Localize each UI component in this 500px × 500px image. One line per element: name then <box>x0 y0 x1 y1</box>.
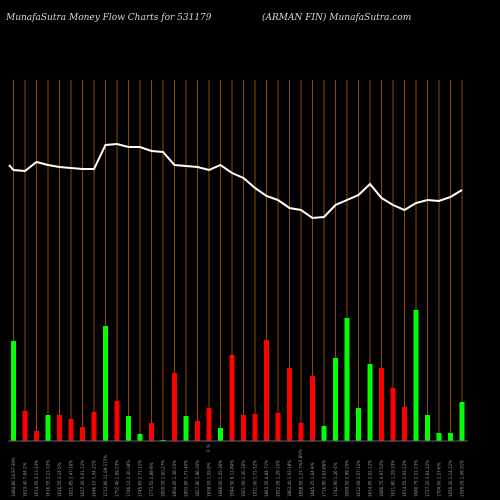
x-tick-label: 1666.75 0.97-52% <box>379 460 384 497</box>
bar <box>459 402 465 441</box>
x-tick-label: 1742.90 1.26-4% <box>333 462 338 497</box>
bar <box>149 423 154 441</box>
x-tick-label: 1822.05 1.29-10% <box>276 460 281 497</box>
bar <box>264 340 269 441</box>
x-tick-label: 1621.85 3.47-16% <box>69 460 74 497</box>
bar <box>436 433 442 441</box>
bar <box>195 421 200 441</box>
bar <box>402 407 407 441</box>
bar <box>390 388 396 441</box>
x-tick-label: 1716.90 3.63-86% <box>322 460 327 497</box>
bar <box>206 408 212 441</box>
x-tick-label: 1713.80 11.89-172% <box>103 455 108 497</box>
bar <box>275 413 281 441</box>
bar <box>229 355 235 441</box>
x-tick-label: 1800.00 1.60-27% <box>161 460 166 497</box>
bar <box>310 376 315 441</box>
x-tick-label: 1863.35 4.84-71% <box>264 460 269 497</box>
x-tick-label: 1804.45 1.38-25% <box>172 460 177 497</box>
x-tick-label: 1595.05 1.09-31% <box>460 460 465 497</box>
x-tick-label: 1803.90 1.71-40% <box>184 460 189 497</box>
bar <box>34 431 39 441</box>
bar <box>356 408 361 441</box>
bar <box>126 416 131 441</box>
bar <box>103 326 108 441</box>
x-tick-label: 1727.20 3.64-22% <box>425 460 430 497</box>
side-label: 0.89% <box>298 449 303 462</box>
bar <box>298 423 304 441</box>
bar <box>379 368 384 441</box>
x-tick-label: 1614.95 3.13-13% <box>34 460 39 497</box>
x-tick-label: 1944.50 6.12-84% <box>230 460 235 497</box>
x-tick-label: 1616.55 3.21-10% <box>46 460 51 497</box>
x-tick-label: 1646.10 1.54-21% <box>92 460 97 497</box>
x-tick-label: 1611.80 1.29-33% <box>391 460 396 497</box>
x-tick-label: 1484.80 14.97-39% <box>11 457 16 497</box>
x-tick-label: 1612.00 1.07-12% <box>356 460 361 497</box>
x-tick-labels: 1484.80 14.97-39% 1623.40 7.64-2% 1614.95 … <box>11 455 465 497</box>
chart-subtitle: (ARMAN FIN) MunafaSutra.com <box>262 12 411 23</box>
bar <box>11 341 16 441</box>
bar <box>425 415 430 441</box>
side-labels: 0 % 0.89% <box>206 444 303 462</box>
bar <box>321 426 327 441</box>
x-tick-label: 1858.95 1.27-7% <box>299 462 304 497</box>
bar <box>252 414 258 441</box>
bar <box>137 434 143 441</box>
x-tick-label: 1614.95 2.02-12% <box>368 460 373 497</box>
x-tick-label: 1614.55 2.93-12% <box>402 460 407 497</box>
bar <box>57 415 62 441</box>
bar <box>367 364 373 441</box>
x-tick-label: 1752.40 1.69-23% <box>115 460 120 497</box>
x-tick-label: 1888.00 1.55-36% <box>218 460 223 497</box>
bar <box>218 428 223 441</box>
bar <box>80 427 85 441</box>
x-tick-label: 1616.55 3.24-5% <box>57 462 62 497</box>
chart-title: MunafaSutra Money Flow Charts for 531179 <box>5 13 212 23</box>
x-tick-label: 1650.30 1.14-21% <box>448 460 453 497</box>
bar <box>22 411 28 441</box>
bar <box>287 368 292 441</box>
bar <box>172 373 177 441</box>
x-tick-label: 1911.00 1.71-12% <box>253 460 258 497</box>
bar <box>333 358 338 441</box>
x-tick-label: 1623.40 7.64-2% <box>23 462 28 497</box>
x-tick-label: 1699.50 2.99-20% <box>345 460 350 497</box>
bar-series <box>11 310 465 441</box>
bar <box>413 310 419 441</box>
money-flow-line <box>8 142 463 220</box>
bar <box>183 416 189 441</box>
side-label: 0 % <box>206 444 211 452</box>
x-tick-label: 1845.25 1.64-9% <box>310 462 315 497</box>
x-tick-label: 1827.80 1.86-30% <box>195 460 200 497</box>
x-tick-label: 1704.00 1.57-6% <box>437 462 442 497</box>
x-tick-label: 1746.10 2.30-38% <box>126 460 131 497</box>
bar <box>241 415 246 441</box>
x-tick-label: 1773.55 2.88-8% <box>149 462 154 497</box>
x-tick-label: 1680.75 2.01-13% <box>414 460 419 497</box>
bar <box>91 412 97 441</box>
bar <box>448 433 453 441</box>
x-tick-label: 1921.95 1.30-16% <box>241 460 246 497</box>
x-tick-label: 1745.65 2.71-11% <box>138 460 143 497</box>
x-tick-label: 1863.40 1.93-18% <box>287 460 292 497</box>
x-tick-label: 1627.20 3.61-11% <box>80 460 85 497</box>
bar <box>68 419 74 441</box>
bar <box>344 318 350 441</box>
bar <box>114 401 120 441</box>
x-tick-label: 1838.55 1.55-9% <box>207 462 212 497</box>
bar <box>45 415 51 441</box>
